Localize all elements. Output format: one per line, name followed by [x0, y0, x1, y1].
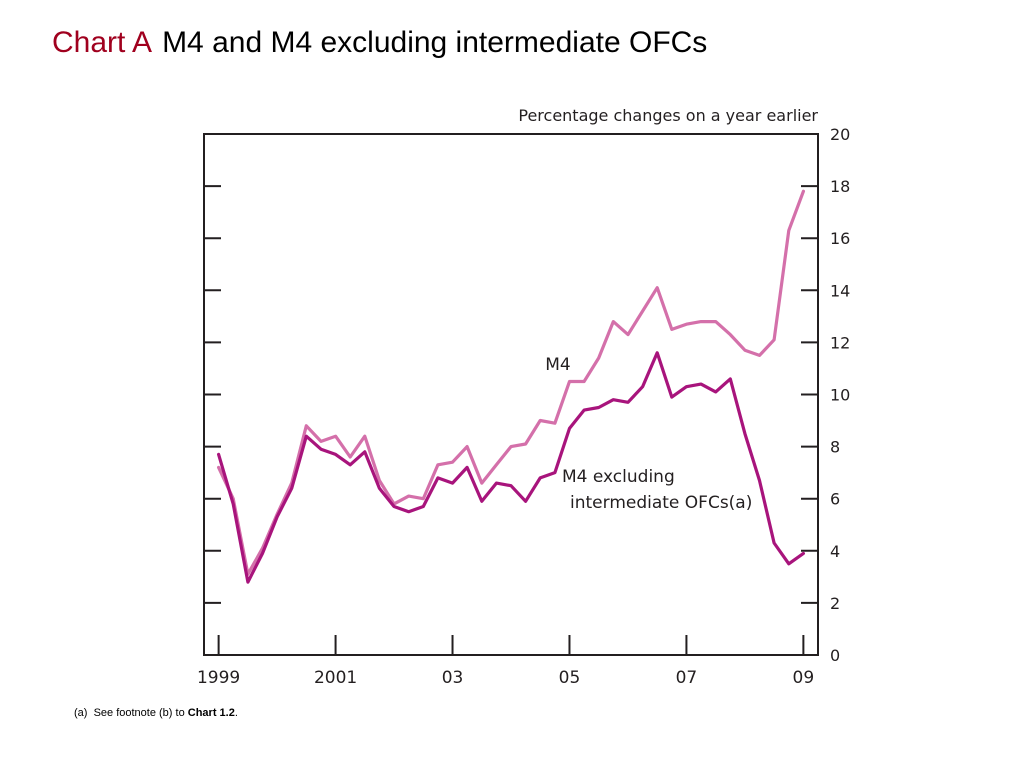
series-line-m4	[217, 189, 806, 576]
series-line-m4-excluding-ofcs	[217, 351, 806, 584]
footnote-text: See footnote (b) to	[93, 707, 185, 719]
x-tick-label: 2001	[314, 668, 357, 688]
series-label: intermediate OFCs(a)	[570, 493, 752, 513]
y-tick-label: 10	[830, 386, 850, 405]
y-tick-label: 16	[830, 229, 850, 248]
series-label: M4	[545, 355, 570, 375]
y-tick-label: 0	[830, 646, 840, 665]
y-tick-label: 20	[830, 125, 850, 144]
x-tick-label: 1999	[197, 668, 240, 688]
footnote-marker: (a)	[74, 707, 88, 719]
chart-title: M4 and M4 excluding intermediate OFCs	[162, 26, 708, 59]
chart-series: M4 M4 excluding intermediate OFCs(a)	[217, 189, 806, 584]
footnote-reference: Chart 1.2	[187, 707, 235, 719]
y-tick-label: 12	[830, 333, 850, 352]
plot-frame	[203, 133, 819, 656]
x-tick-label: 05	[559, 668, 581, 688]
y-tick-label: 6	[830, 490, 840, 509]
y-tick-label: 2	[830, 594, 840, 613]
slide-title: Chart A M4 and M4 excluding intermediate …	[52, 26, 707, 60]
y-tick-label: 4	[830, 542, 840, 561]
units-label: Percentage changes on a year earlier	[518, 106, 818, 125]
y-tick-label: 18	[830, 177, 850, 196]
x-tick-label: 03	[442, 668, 464, 688]
footnote: (a) See footnote (b) to Chart 1.2.	[74, 707, 238, 719]
x-tick-label: 09	[793, 668, 815, 688]
footnote-end: .	[234, 707, 238, 719]
y-tick-label: 8	[830, 438, 840, 457]
chart-label: Chart A	[52, 26, 153, 59]
chart-axes: 0 2 4 6 8 10 12 14 16 18 20 1999 2001 03 05 07 09	[197, 125, 850, 688]
series-label: M4 excluding	[562, 467, 675, 487]
x-tick-label: 07	[676, 668, 698, 688]
y-tick-label: 14	[830, 281, 850, 300]
